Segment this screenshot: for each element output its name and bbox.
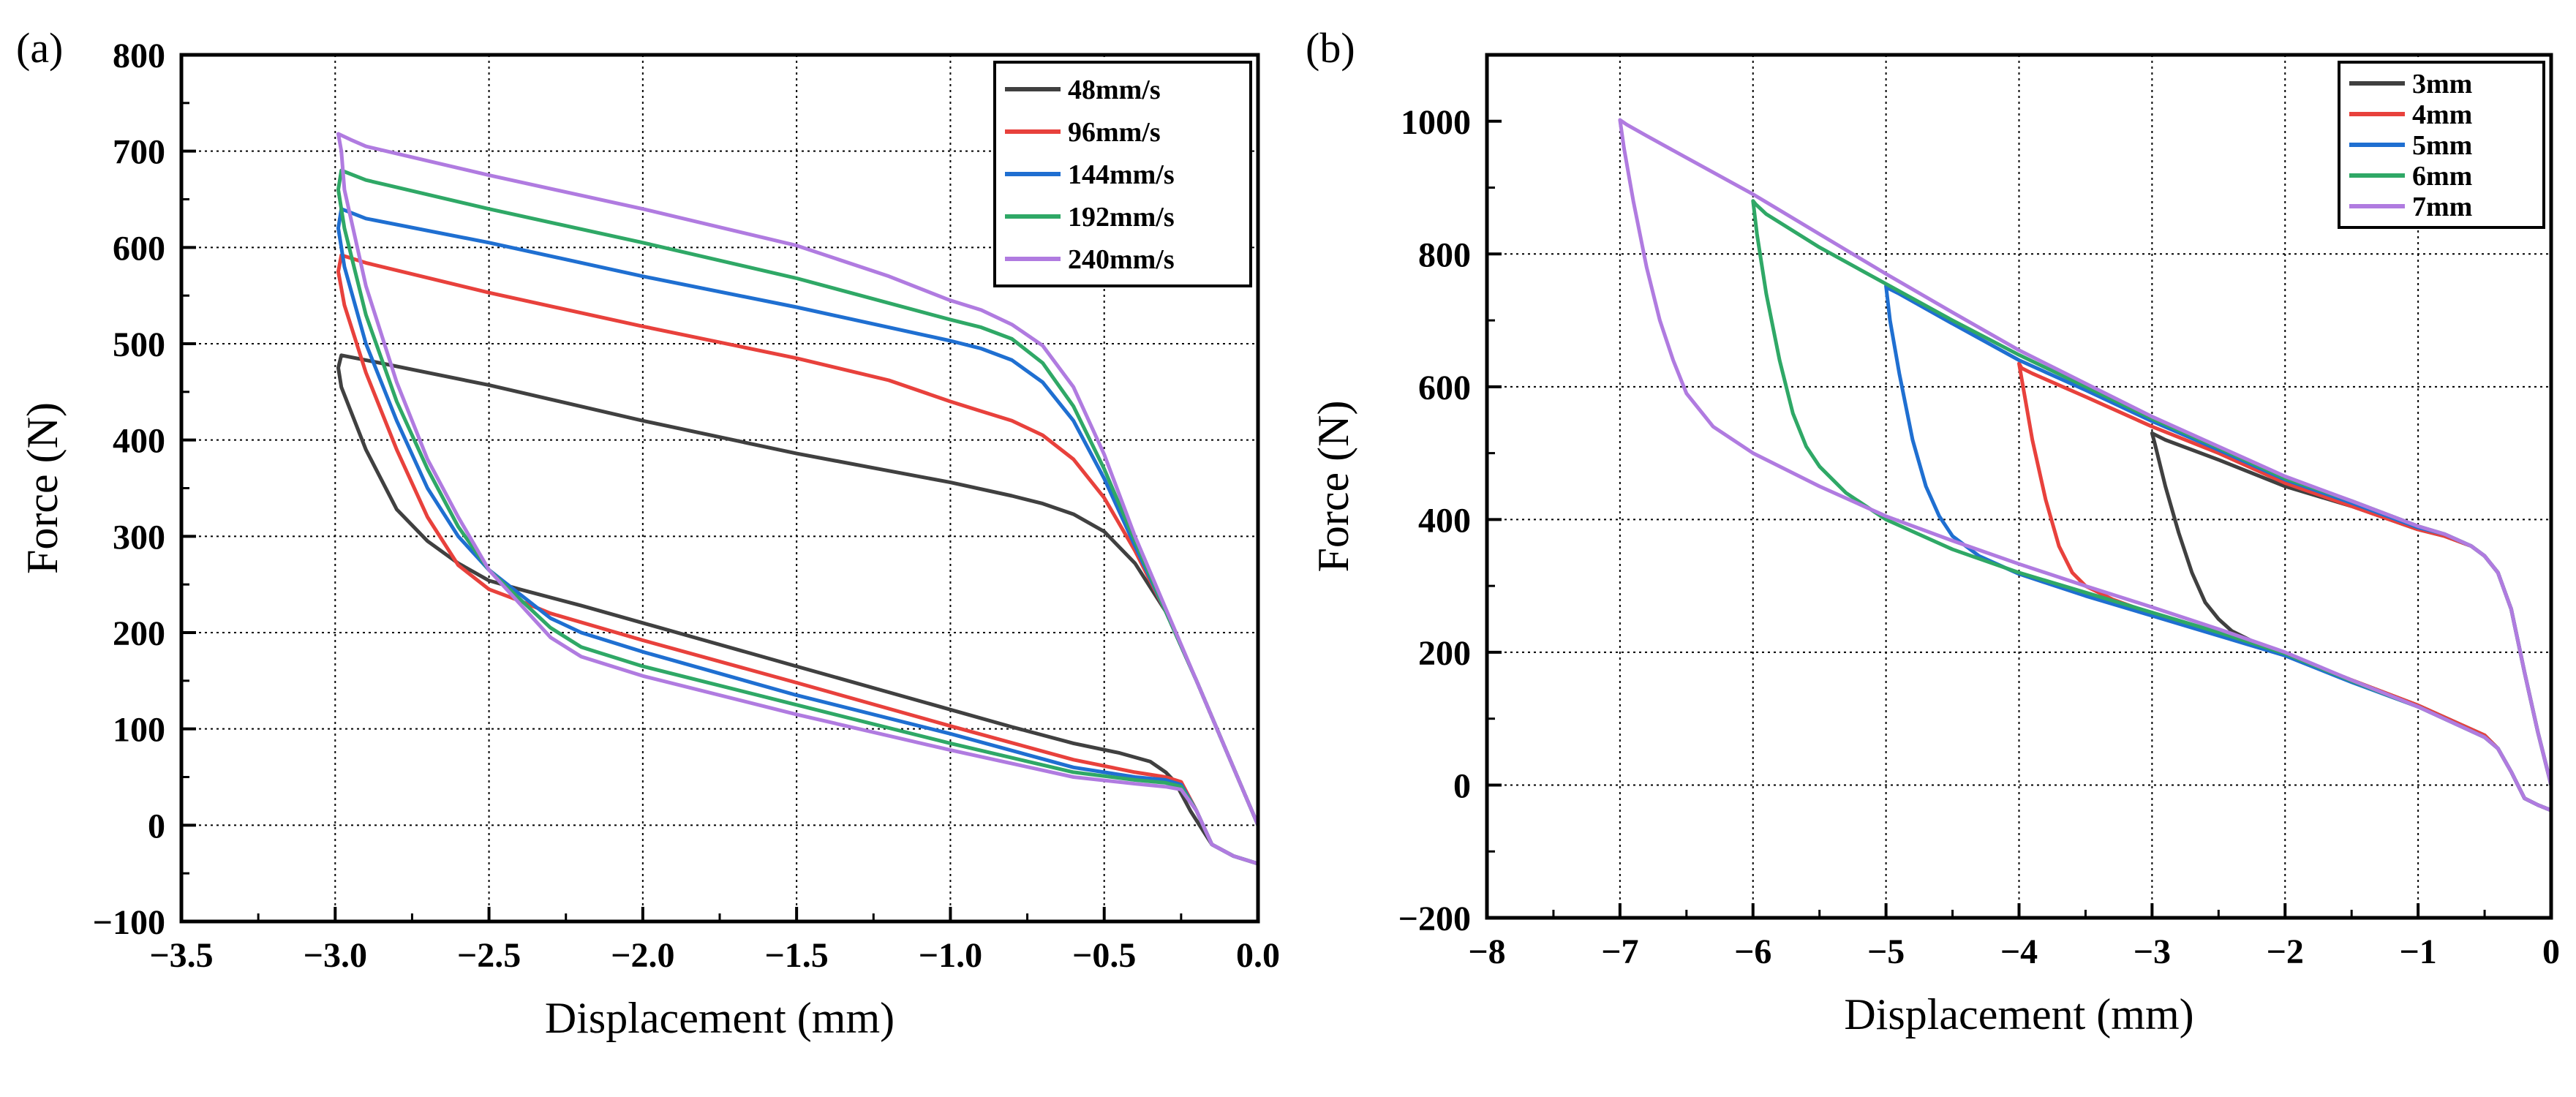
legend-label: 48mm/s: [1068, 75, 1161, 105]
y-tick-label: 200: [113, 614, 165, 653]
y-tick-label: 0: [148, 807, 165, 845]
x-tick-label: −3.0: [304, 936, 367, 975]
x-tick-label: −7: [1601, 932, 1638, 971]
y-tick-label: 300: [113, 518, 165, 557]
x-tick-label: −1.5: [764, 936, 828, 975]
axis-ticks-b: −8 −7 −6 −5 −4 −3 −2 −1 0 −200 0 200 400 600 800 1000: [1398, 103, 2560, 971]
x-tick-label: −3: [2134, 932, 2171, 971]
y-tick-label: 600: [1418, 369, 1471, 407]
x-tick-label: −1: [2399, 932, 2436, 971]
panel-label-b: (b): [1306, 24, 1355, 72]
chart-panel-a: (a) −3.5 −3.0 −2.5 −2.0 −1.5 −1.0 −0.5 0.0 −100 0…: [16, 24, 1280, 1042]
legend-label: 6mm: [2412, 161, 2472, 192]
chart-panel-b: (b) −8 −7 −6 −5 −4 −3 −2 −1 0 −200 0 200 400 600 800 10…: [1306, 24, 2560, 1038]
legend-label: 5mm: [2412, 130, 2472, 161]
y-tick-label: 100: [113, 711, 165, 750]
legend-label: 3mm: [2412, 69, 2472, 99]
legend-label: 96mm/s: [1068, 117, 1161, 148]
x-axis-title-b: Displacement (mm): [1844, 990, 2193, 1038]
y-tick-label: 200: [1418, 634, 1471, 673]
axis-ticks-a: −3.5 −3.0 −2.5 −2.0 −1.5 −1.0 −0.5 0.0 −100 0 100 2…: [93, 37, 1280, 975]
y-tick-label: −200: [1398, 900, 1471, 938]
series-line-a-5: [336, 132, 1260, 866]
series-lines-a: [336, 132, 1260, 866]
y-tick-label: 600: [113, 229, 165, 268]
x-tick-label: −2.5: [457, 936, 521, 975]
series-lines-b: [1618, 118, 2553, 813]
series-line-b-5: [1618, 118, 2553, 813]
y-tick-label: 800: [1418, 235, 1471, 274]
y-tick-label: 400: [113, 422, 165, 461]
x-tick-label: −8: [1468, 932, 1505, 971]
x-tick-label: −0.5: [1072, 936, 1136, 975]
y-axis-title-b: Force (N): [1309, 401, 1357, 573]
series-line-b-3: [1884, 284, 2553, 813]
series-line-a-2: [336, 253, 1260, 866]
x-tick-label: −3.5: [149, 936, 213, 975]
x-tick-label: −5: [1867, 932, 1905, 971]
y-tick-label: 700: [113, 133, 165, 172]
x-tick-label: −1.0: [919, 936, 982, 975]
x-tick-label: −4: [2000, 932, 2038, 971]
series-line-a-1: [336, 353, 1260, 866]
x-tick-label: −6: [1734, 932, 1771, 971]
legend-label: 192mm/s: [1068, 202, 1175, 233]
legend-label: 4mm: [2412, 99, 2472, 130]
series-line-a-4: [336, 168, 1260, 866]
x-tick-label: 0: [2542, 932, 2560, 971]
y-tick-label: −100: [93, 903, 165, 942]
series-line-a-3: [336, 207, 1260, 866]
y-tick-label: 800: [113, 37, 165, 75]
series-line-b-1: [2150, 431, 2553, 813]
x-tick-label: −2.0: [611, 936, 674, 975]
y-axis-title-a: Force (N): [18, 402, 67, 574]
x-tick-label: 0.0: [1236, 936, 1280, 975]
grid-b: [1487, 55, 2551, 918]
legend-a: 48mm/s 96mm/s 144mm/s 192mm/s 240mm/s: [993, 61, 1252, 287]
x-tick-label: −2: [2267, 932, 2304, 971]
panel-label-a: (a): [16, 24, 63, 72]
legend-label: 240mm/s: [1068, 244, 1175, 275]
legend-label: 144mm/s: [1068, 159, 1175, 190]
y-tick-label: 500: [113, 325, 165, 364]
y-tick-label: 1000: [1401, 103, 1471, 142]
y-tick-label: 0: [1453, 766, 1471, 805]
y-tick-label: 400: [1418, 501, 1471, 540]
x-axis-title-a: Displacement (mm): [545, 994, 895, 1042]
legend-label: 7mm: [2412, 192, 2472, 222]
